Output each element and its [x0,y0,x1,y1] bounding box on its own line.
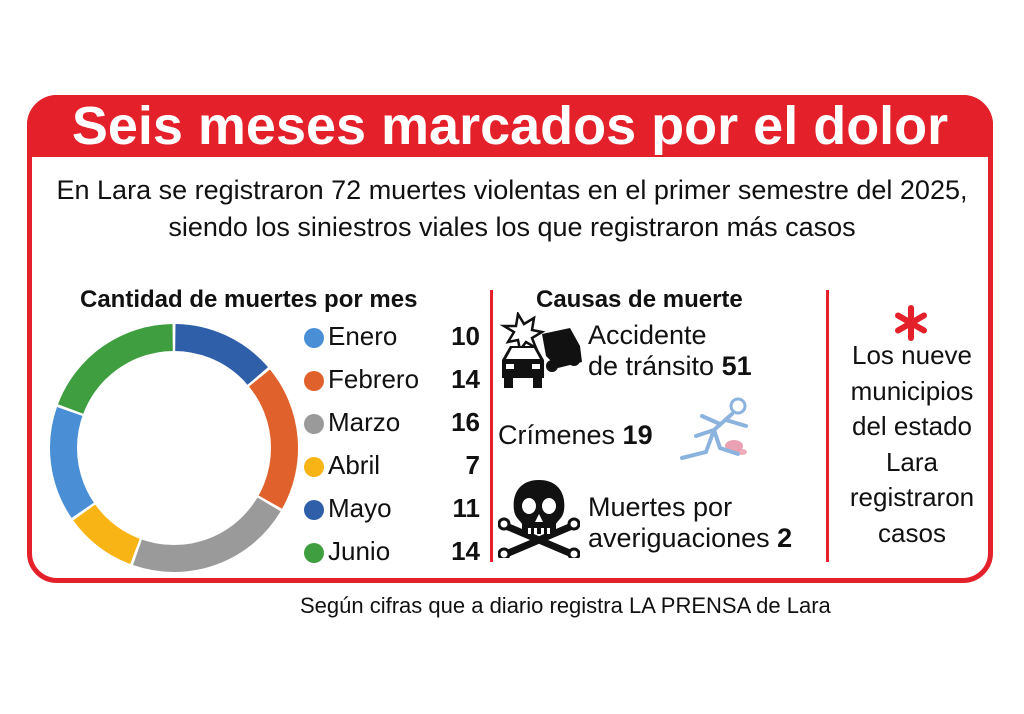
chart-title: Cantidad de muertes por mes [80,286,418,313]
cause-investigations: Muertes por averiguaciones 2 [588,492,792,554]
causes-title: Causas de muerte [536,286,743,313]
municipalities-line: Los nueve [852,340,972,370]
donut-segment-abril [73,503,141,565]
legend-value: 14 [451,364,480,394]
source-note: Según cifras que a diario registra LA PR… [300,593,831,618]
municipalities-line: municipios [850,375,974,406]
legend-label: Mayo [328,493,392,523]
intro-text: En Lara se registraron 72 muertes violen… [56,175,968,242]
legend-value: 10 [451,321,480,351]
cause-crimes-label: Crímenes [498,420,616,450]
cause-accident-line2: de tránsito [588,351,715,381]
legend-swatch [304,328,324,348]
donut-segment-junio [57,324,174,415]
cause-crimes-value: 19 [622,420,653,450]
cause-investigations-value: 2 [777,523,793,553]
municipalities-line: registraron [849,482,975,512]
donut-segment-febrero [248,369,298,509]
donut-segment-mayo [50,406,95,518]
legend-label: Marzo [328,407,401,437]
legend-swatch [304,543,324,563]
fallen-person-icon [680,397,748,460]
legend-item-marzo: Marzo 16 [304,404,480,444]
donut-inner-edge [77,351,271,545]
asterisk-icon [895,305,927,341]
legend-swatch [304,457,324,477]
donut-segment-enero [174,324,269,386]
column-divider [826,290,829,562]
legend-item-febrero: Febrero 14 [304,361,480,401]
legend-value: 14 [451,536,480,566]
legend-label: Junio [328,536,391,566]
legend-item-junio: Junio 14 [304,533,480,573]
legend-label: Febrero [328,364,420,394]
cause-accident-value: 51 [721,351,752,381]
donut-chart [50,324,298,572]
legend-value: 16 [451,407,480,437]
legend-item-enero: Enero 10 [304,318,480,358]
municipalities-note: Los nueve municipios del estado Lara reg… [832,338,992,551]
legend-value: 7 [465,450,480,480]
page-title: Seis meses marcados por el dolor [71,96,949,156]
donut-segment-marzo [132,496,281,572]
legend-swatch [304,414,324,434]
cause-crimes: Crímenes 19 [498,420,653,451]
municipalities-line: casos [878,517,946,548]
legend-item-mayo: Mayo 11 [304,490,480,530]
skull-crossbones-icon [498,480,580,558]
car-crash-icon [499,312,582,388]
municipalities-line: Lara [885,446,939,477]
legend-swatch [304,371,324,391]
cause-investigations-line2: averiguaciones [588,523,770,553]
legend-item-abril: Abril 7 [304,447,480,487]
cause-accident-line1: Accidente [588,320,707,350]
legend-label: Abril [328,450,381,480]
title-banner [27,95,993,157]
legend-value: 11 [452,493,481,523]
cause-accident: Accidente de tránsito 51 [588,320,752,382]
legend-swatch [304,500,324,520]
column-divider [490,290,493,562]
cause-investigations-line1: Muertes por [588,492,733,522]
municipalities-line: del estado [852,411,972,441]
legend-label: Enero [328,321,398,351]
